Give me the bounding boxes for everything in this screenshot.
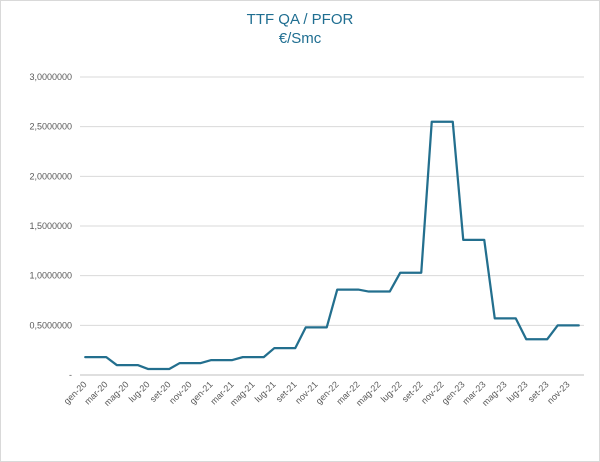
x-tick-label: lug-22 xyxy=(379,379,404,404)
chart-title: TTF QA / PFOR xyxy=(246,11,354,28)
x-tick-label: lug-20 xyxy=(127,379,152,404)
y-tick-label: 2,0000000 xyxy=(29,171,72,181)
y-tick-label: 3,0000000 xyxy=(29,72,72,82)
chart-subtitle: €/Smc xyxy=(278,30,322,47)
x-axis: gen-20mar-20mag-20lug-20set-20nov-20gen-… xyxy=(62,379,572,408)
x-tick-label: lug-23 xyxy=(505,379,530,404)
series xyxy=(84,120,580,371)
chart-title-block: TTF QA / PFOR €/Smc xyxy=(0,10,600,48)
y-tick-label: - xyxy=(69,370,72,380)
x-tick-label: nov-23 xyxy=(545,379,572,406)
gridlines xyxy=(80,76,584,376)
y-tick-label: 1,0000000 xyxy=(29,271,72,281)
y-tick-label: 0,5000000 xyxy=(29,320,72,330)
x-tick-label: lug-21 xyxy=(253,379,278,404)
series-line xyxy=(84,120,580,371)
y-tick-label: 1,5000000 xyxy=(29,221,72,231)
y-axis: - 0,5000000 1,0000000 1,5000000 2,0000000 2,5… xyxy=(29,72,72,380)
y-tick-label: 2,5000000 xyxy=(29,122,72,132)
